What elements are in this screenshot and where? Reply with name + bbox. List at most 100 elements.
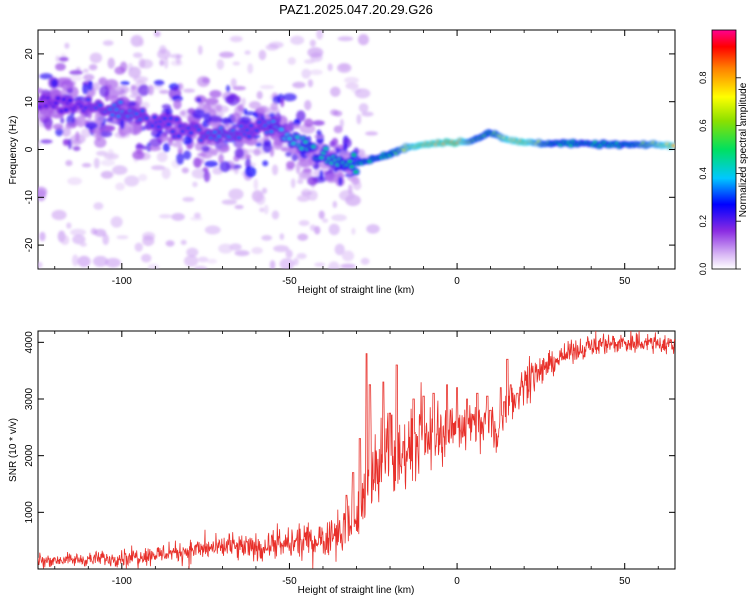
heatmap-blob <box>65 122 77 129</box>
heatmap-blob <box>345 82 359 90</box>
heatmap-blob <box>339 118 344 128</box>
heatmap-blob <box>82 68 89 73</box>
bottom-y-tick-label: 4000 <box>24 331 35 354</box>
heatmap-blob <box>135 95 143 107</box>
top-y-tick-label: -10 <box>24 190 35 205</box>
heatmap-layer <box>38 30 675 269</box>
heatmap-blob <box>201 145 210 152</box>
heatmap-blob <box>328 261 340 269</box>
heatmap-blob <box>196 97 202 103</box>
heatmap-blob <box>60 80 74 91</box>
heatmap-blob <box>309 69 323 76</box>
heatmap-blob <box>180 239 187 245</box>
heatmap-blob <box>261 234 273 241</box>
heatmap-blob <box>353 169 359 174</box>
heatmap-blob <box>286 136 292 141</box>
heatmap-blob <box>58 56 69 62</box>
bottom-y-tick-label: 3000 <box>24 387 35 410</box>
heatmap-blob <box>220 145 230 153</box>
heatmap-blob <box>325 172 339 183</box>
heatmap-blob <box>307 176 318 186</box>
heatmap-blob <box>97 103 103 108</box>
heatmap-blob <box>38 261 43 268</box>
heatmap-blob <box>165 240 175 247</box>
heatmap-blob <box>159 214 172 219</box>
heatmap-blob <box>176 134 182 138</box>
heatmap-blob <box>115 85 130 94</box>
heatmap-blob <box>72 138 82 146</box>
heatmap-blob <box>135 143 144 149</box>
heatmap-blob <box>55 96 61 101</box>
bottom-x-tick-label: 0 <box>454 576 460 587</box>
heatmap-blob <box>248 101 261 110</box>
heatmap-blob <box>171 212 185 221</box>
heatmap-blob <box>293 257 299 266</box>
heatmap-blob <box>307 47 324 58</box>
heatmap-blob <box>69 70 83 76</box>
heatmap-blob <box>229 35 243 43</box>
heatmap-blob <box>258 105 268 114</box>
heatmap-blob <box>286 160 296 169</box>
top-chart-title: PAZ1.2025.047.20.29.G26 <box>279 2 433 17</box>
heatmap-blob <box>312 120 325 126</box>
heatmap-blob <box>245 154 252 159</box>
heatmap-blob <box>226 93 240 106</box>
heatmap-blob <box>80 128 92 138</box>
heatmap-blob <box>115 182 125 191</box>
bottom-y-axis-label: SNR (10 * v/v) <box>8 418 19 482</box>
heatmap-blob <box>354 88 371 99</box>
bottom-plot-frame <box>37 330 676 570</box>
heatmap-blob <box>261 187 268 194</box>
heatmap-blob <box>52 123 64 130</box>
top-y-tick-label: 20 <box>24 48 35 60</box>
heatmap-blob <box>216 134 222 139</box>
heatmap-blob <box>55 127 64 137</box>
heatmap-blob <box>89 52 103 64</box>
heatmap-blob <box>323 146 329 151</box>
heatmap-blob <box>141 253 152 263</box>
heatmap-blob <box>181 167 189 174</box>
heatmap-blob <box>268 129 274 134</box>
heatmap-blob <box>237 103 244 112</box>
heatmap-blob <box>204 160 218 168</box>
heatmap-blob <box>55 55 60 63</box>
heatmap-blob <box>236 135 242 140</box>
heatmap-blob <box>253 148 261 156</box>
heatmap-blob <box>133 76 149 83</box>
heatmap-blob <box>244 128 250 132</box>
heatmap-blob <box>100 159 116 167</box>
heatmap-blob <box>188 131 194 135</box>
heatmap-blob <box>304 99 312 111</box>
heatmap-blob <box>328 223 340 236</box>
heatmap-blob <box>259 85 275 90</box>
heatmap-blob <box>132 150 145 160</box>
heatmap-blob <box>40 139 53 144</box>
heatmap-blob <box>234 139 244 149</box>
top-x-tick-label: -50 <box>282 276 297 287</box>
heatmap-blob <box>117 100 123 105</box>
heatmap-blob <box>134 242 143 252</box>
top-x-axis-label: Height of straight line (km) <box>298 285 415 296</box>
heatmap-blob <box>278 127 284 132</box>
heatmap-blob <box>130 84 136 90</box>
heatmap-blob <box>196 76 210 87</box>
top-axes: -100 -50 0 50 20 10 0 -10 -20 <box>24 30 675 287</box>
heatmap-blob <box>193 212 201 219</box>
heatmap-blob <box>77 255 91 268</box>
heatmap-blob <box>144 116 150 121</box>
heatmap-blob <box>285 151 292 157</box>
heatmap-blob <box>88 64 98 71</box>
heatmap-blob <box>192 181 198 188</box>
heatmap-blob <box>112 165 128 175</box>
heatmap-blob <box>51 209 67 221</box>
heatmap-blob <box>177 146 184 153</box>
heatmap-blob <box>228 188 244 200</box>
heatmap-blob <box>147 263 160 269</box>
heatmap-blob <box>307 79 314 88</box>
heatmap-blob <box>120 81 130 86</box>
heatmap-blob <box>333 110 343 117</box>
heatmap-blob <box>327 63 333 72</box>
bottom-y-tick-label: 2000 <box>24 444 35 467</box>
heatmap-blob <box>153 79 165 86</box>
